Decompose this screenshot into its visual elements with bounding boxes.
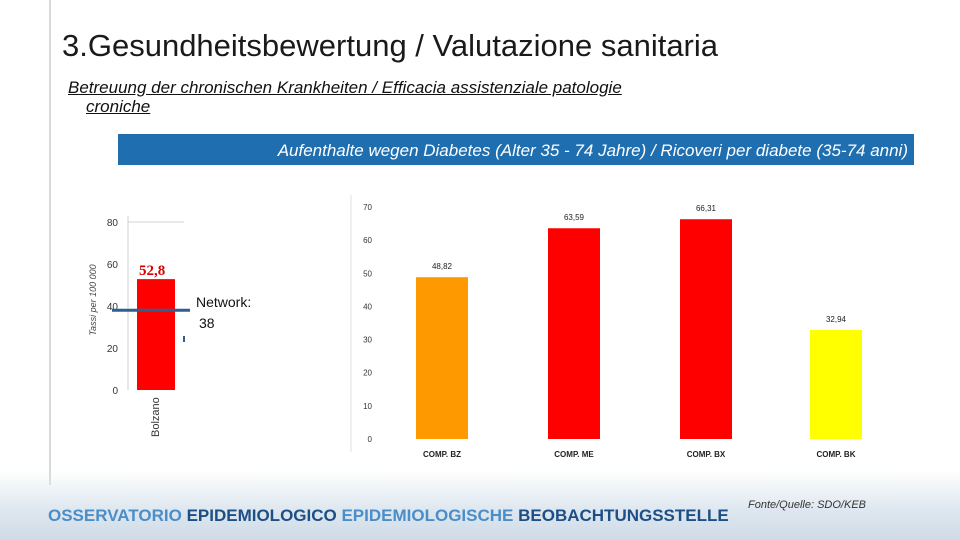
x-tick-label: COMP. BZ <box>423 450 461 459</box>
x-tick-label-bolzano: Bolzano <box>150 397 162 437</box>
bar-bolzano <box>137 279 175 390</box>
bar-comp-bk <box>810 329 862 439</box>
slide-subtitle: Betreuung der chronischen Krankheiten / … <box>68 78 808 116</box>
x-tick-label: COMP. ME <box>554 450 594 459</box>
y-axis-label: Tassi per 100 000 <box>88 264 98 335</box>
x-tick-label: COMP. BK <box>817 450 856 459</box>
chart-banner: Aufenthalte wegen Diabetes (Alter 35 - 7… <box>118 134 914 165</box>
data-label-bolzano: 52,8 <box>139 263 165 279</box>
y-tick-label: 60 <box>363 236 372 245</box>
bar-comp-bz <box>416 277 468 439</box>
y-tick-label: 0 <box>112 386 118 397</box>
footer-beobachtungsstelle: BEOBACHTUNGSSTELLE <box>518 506 729 525</box>
source-note: Fonte/Quelle: SDO/KEB <box>748 499 866 511</box>
y-tick-label: 40 <box>107 302 119 313</box>
bar-comp-bx <box>680 219 732 439</box>
y-tick-label: 10 <box>363 402 372 411</box>
data-label: 63,59 <box>564 213 585 222</box>
y-tick-label: 40 <box>363 302 372 311</box>
data-label: 48,82 <box>432 262 453 271</box>
y-tick-label: 60 <box>107 260 119 271</box>
data-label: 66,31 <box>696 204 717 213</box>
data-label: 32,94 <box>826 315 847 324</box>
footer-background <box>0 470 960 540</box>
y-tick-label: 20 <box>363 369 372 378</box>
footer-epidemiologische: EPIDEMIOLOGISCHE <box>341 506 519 525</box>
x-tick-label: COMP. BX <box>687 450 726 459</box>
y-tick-label: 30 <box>363 336 372 345</box>
network-label: Network: <box>196 294 251 310</box>
subtitle-line-1: Betreuung der chronischen Krankheiten / … <box>68 78 622 97</box>
footer-osservatorio: OSSERVATORIO <box>48 506 187 525</box>
y-tick-label: 80 <box>107 218 119 229</box>
y-tick-label: 50 <box>363 269 372 278</box>
slide-title: 3.Gesundheitsbewertung / Valutazione san… <box>62 28 719 63</box>
y-tick-label: 70 <box>363 203 372 212</box>
bar-comp-me <box>548 228 600 439</box>
subtitle-line-2: croniche <box>86 97 151 116</box>
network-value: 38 <box>199 315 215 331</box>
footer-observatory: OSSERVATORIO EPIDEMIOLOGICO EPIDEMIOLOGI… <box>48 506 729 526</box>
y-tick-label: 20 <box>107 344 119 355</box>
y-tick-label: 0 <box>368 435 373 444</box>
footer-epidemiologico: EPIDEMIOLOGICO <box>186 506 342 525</box>
left-divider-line <box>49 0 51 485</box>
